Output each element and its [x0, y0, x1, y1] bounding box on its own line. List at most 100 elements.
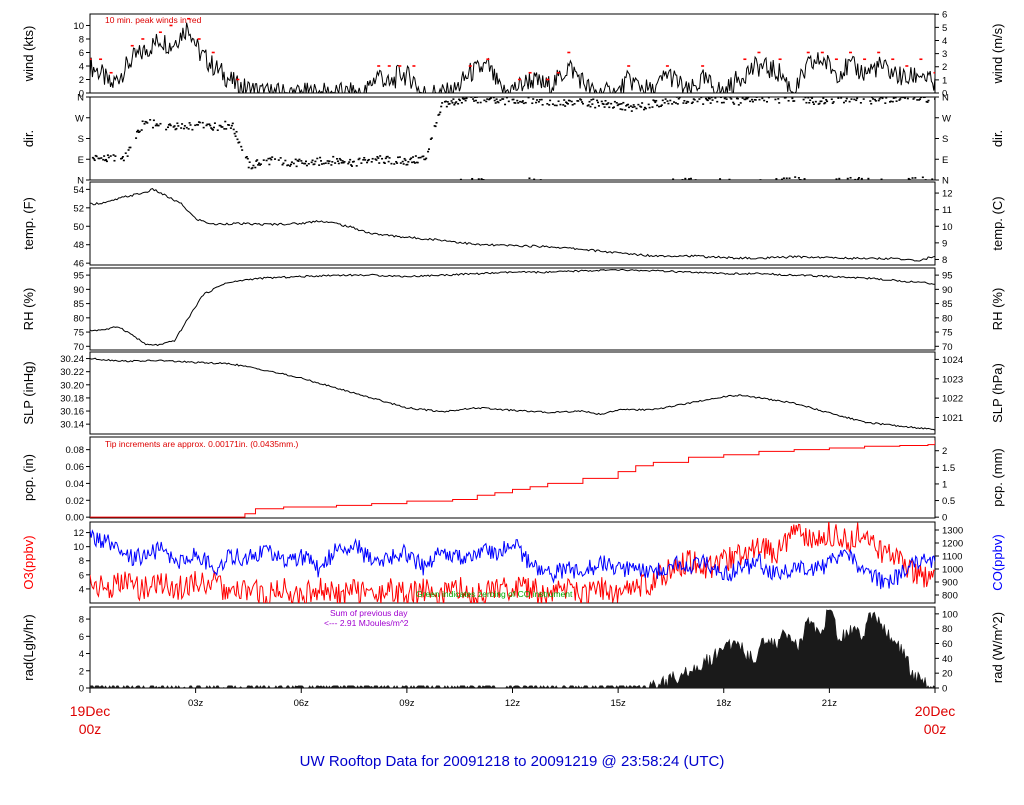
direction-point: [279, 157, 282, 159]
direction-point: [474, 97, 477, 98]
direction-point: [539, 179, 542, 180]
direction-point: [341, 160, 344, 162]
direction-point: [414, 155, 417, 157]
direction-point: [262, 159, 265, 161]
direction-point: [744, 98, 747, 101]
left-tick-label: 70: [73, 342, 84, 353]
direction-point: [931, 178, 934, 180]
peak-wind-point: [412, 65, 416, 67]
direction-point: [687, 101, 690, 103]
direction-point: [330, 164, 333, 166]
temp-series-line-0: [90, 188, 935, 262]
direction-point: [615, 102, 618, 104]
direction-point: [854, 178, 857, 180]
left-tick-label: 8: [79, 615, 84, 626]
direction-point: [522, 102, 525, 105]
left-tick-label: 0.02: [66, 496, 85, 507]
direction-point: [331, 161, 334, 163]
direction-point: [808, 101, 811, 104]
peak-wind-point: [701, 65, 705, 67]
direction-point: [512, 98, 515, 101]
right-tick-label: 1.5: [942, 463, 955, 474]
direction-point: [378, 162, 381, 164]
plot-frame-rh: [89, 267, 936, 351]
direction-point: [613, 100, 616, 103]
direction-point: [445, 105, 448, 108]
direction-point: [590, 99, 593, 101]
right-axis-label: dir.: [990, 130, 1005, 147]
peak-wind-point: [158, 31, 162, 34]
direction-point: [180, 127, 183, 129]
direction-point: [95, 155, 98, 158]
direction-point: [845, 97, 848, 100]
direction-point: [377, 157, 380, 159]
direction-point: [559, 103, 562, 106]
direction-point: [245, 156, 248, 158]
x-tick-label: 12z: [505, 698, 521, 709]
direction-point: [93, 159, 96, 162]
direction-point: [454, 102, 457, 104]
direction-point: [624, 109, 627, 111]
peak-wind-point: [90, 58, 92, 61]
left-tick-label: 4: [79, 649, 84, 660]
direction-point: [691, 101, 694, 104]
direction-point: [444, 100, 447, 103]
direction-point: [677, 97, 680, 100]
direction-point: [240, 145, 243, 148]
direction-point: [251, 167, 254, 169]
direction-point: [898, 99, 901, 101]
direction-point: [858, 177, 861, 179]
left-tick-label: 0: [79, 684, 84, 695]
direction-point: [799, 179, 802, 180]
peak-wind-point: [518, 78, 522, 81]
direction-point: [784, 97, 787, 99]
direction-point: [236, 138, 239, 141]
direction-point: [540, 98, 543, 101]
direction-point: [231, 122, 234, 125]
direction-point: [637, 103, 640, 106]
direction-point: [435, 122, 438, 124]
direction-point: [211, 128, 214, 130]
left-tick-label: 2: [79, 75, 84, 86]
direction-point: [168, 123, 171, 125]
direction-point: [502, 98, 505, 100]
left-tick-label: 30.16: [60, 407, 84, 418]
direction-point: [689, 177, 692, 180]
direction-point: [406, 163, 409, 166]
peak-wind-point: [665, 65, 669, 67]
left-axis-label: O3(ppbv): [21, 535, 36, 589]
direction-point: [824, 101, 827, 104]
direction-point: [635, 107, 638, 110]
direction-point: [105, 158, 108, 161]
direction-point: [141, 120, 144, 123]
direction-point: [450, 100, 453, 102]
direction-point: [880, 178, 883, 180]
direction-point: [453, 103, 456, 106]
direction-point: [248, 161, 251, 163]
direction-point: [305, 164, 308, 167]
left-tick-label: 30.20: [60, 380, 84, 391]
direction-point: [641, 102, 644, 104]
direction-point: [393, 163, 396, 165]
direction-point: [486, 98, 489, 100]
peak-wind-point: [849, 51, 852, 54]
peak-wind-point: [141, 38, 145, 40]
peak-wind-point: [806, 51, 810, 54]
direction-point: [185, 126, 188, 129]
direction-point: [631, 106, 634, 108]
direction-point: [289, 165, 292, 167]
direction-point: [608, 106, 611, 109]
direction-point: [294, 158, 297, 161]
direction-point: [271, 156, 274, 158]
right-tick-label: 3: [942, 49, 947, 60]
direction-point: [301, 162, 304, 164]
direction-point: [722, 101, 725, 104]
direction-point: [693, 98, 696, 101]
right-tick-label: 95: [942, 271, 953, 282]
direction-point: [906, 97, 909, 100]
direction-point: [625, 104, 628, 107]
direction-point: [320, 163, 323, 165]
direction-point: [672, 178, 675, 180]
left-tick-label: 30.24: [60, 354, 84, 365]
